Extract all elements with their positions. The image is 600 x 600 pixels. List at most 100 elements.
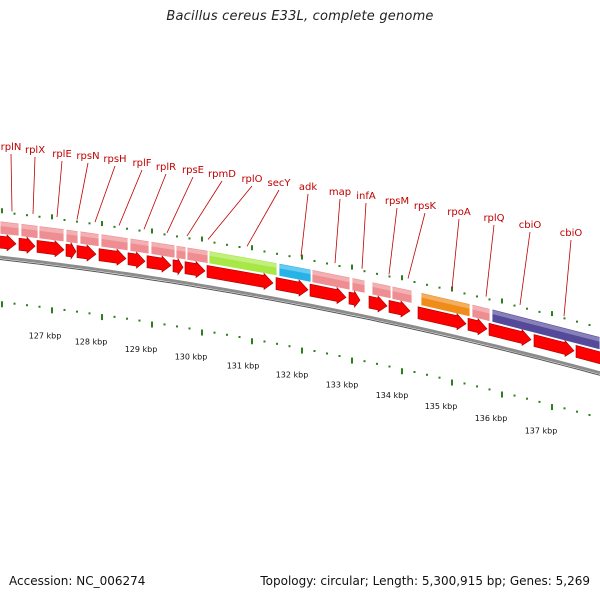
gene-label: rpsM xyxy=(385,196,409,207)
forward-gene xyxy=(150,240,176,259)
lower-tick-ring xyxy=(1,301,591,416)
reverse-gene-arrow xyxy=(98,248,127,266)
forward-gene xyxy=(175,244,187,261)
accession-text: Accession: NC_006274 xyxy=(9,574,146,588)
gene-label: infA xyxy=(356,191,376,202)
forward-gene xyxy=(391,285,413,304)
forward-gene-highlight xyxy=(187,248,208,256)
gene-label: rplE xyxy=(52,149,72,160)
forward-gene xyxy=(20,223,39,240)
forward-gene-highlight xyxy=(312,270,350,283)
gene-label: rplO xyxy=(241,174,262,185)
forward-gene-highlight xyxy=(279,264,311,275)
forward-gene xyxy=(278,262,312,283)
gene-label: rplX xyxy=(25,145,45,156)
reverse-strand-genes xyxy=(0,234,600,365)
label-leader xyxy=(451,218,460,289)
reverse-gene-arrow xyxy=(146,255,172,273)
gene-label: rpsE xyxy=(182,165,204,176)
gene-label: rpoA xyxy=(447,207,471,218)
reverse-gene-arrow xyxy=(368,295,388,313)
forward-gene-highlight xyxy=(492,310,600,342)
label-leader xyxy=(300,193,309,257)
reverse-gene-arrow xyxy=(275,277,309,297)
forward-gene-highlight xyxy=(352,278,365,286)
backbone-ring xyxy=(0,255,600,376)
scale-label: 132 kbp xyxy=(276,371,309,380)
gene-label: rpsH xyxy=(103,154,126,165)
reverse-gene-arrow xyxy=(18,236,36,254)
reverse-gene-arrow xyxy=(76,244,97,262)
reverse-gene-arrow xyxy=(533,334,575,358)
gene-label: cbiO xyxy=(560,228,583,239)
forward-gene xyxy=(129,237,150,255)
reverse-gene-arrow xyxy=(348,290,361,308)
forward-gene xyxy=(79,230,100,248)
reverse-gene-arrow xyxy=(388,300,411,318)
forward-gene-highlight xyxy=(21,224,38,231)
reverse-gene-arrow xyxy=(36,239,65,258)
forward-gene xyxy=(491,308,600,351)
label-leader xyxy=(186,180,223,237)
forward-gene xyxy=(471,303,491,323)
gene-label: rpsK xyxy=(414,201,437,212)
label-leader xyxy=(361,202,367,269)
forward-gene-highlight xyxy=(130,239,149,246)
label-leader xyxy=(388,207,398,275)
forward-gene xyxy=(208,250,278,277)
scale-label: 130 kbp xyxy=(175,353,208,362)
label-leader xyxy=(519,231,531,306)
forward-gene xyxy=(0,220,20,237)
scale-label: 137 kbp xyxy=(525,426,558,435)
reverse-gene-arrow xyxy=(488,322,532,347)
reverse-gene-arrow xyxy=(172,257,184,276)
backbone-shadow xyxy=(0,259,600,376)
reverse-gene-arrow xyxy=(417,306,467,331)
label-leader xyxy=(334,198,341,264)
gene-label: rplQ xyxy=(483,213,504,224)
scale-labels: 127 kbp 128 kbp 129 kbp 130 kbp 131 kbp 132 k… xyxy=(29,331,558,435)
gene-label: rplR xyxy=(156,162,176,173)
scale-label: 133 kbp xyxy=(326,381,359,390)
reverse-gene-arrow xyxy=(206,265,274,290)
scale-label: 134 kbp xyxy=(376,391,409,400)
forward-gene xyxy=(186,246,209,264)
reverse-gene-arrow xyxy=(127,251,146,269)
reverse-gene-arrow xyxy=(467,317,488,336)
backbone-arc xyxy=(0,255,600,375)
forward-gene xyxy=(420,291,471,318)
label-leader xyxy=(563,239,572,317)
scale-label: 131 kbp xyxy=(227,362,260,371)
label-leader xyxy=(246,189,280,247)
forward-gene-highlight xyxy=(101,234,128,243)
forward-gene-highlight xyxy=(176,246,186,252)
label-leader xyxy=(207,185,253,240)
forward-gene xyxy=(351,277,366,294)
forward-gene xyxy=(311,269,351,291)
forward-gene-highlight xyxy=(39,226,64,234)
gene-labels: rplN rplX rplE rpsN rpsH rplF rplR rpsE rpmD rplO… xyxy=(1,142,583,239)
label-leader-lines xyxy=(10,153,572,317)
forward-gene-highlight xyxy=(472,305,490,314)
forward-gene-highlight xyxy=(80,232,99,239)
label-leader xyxy=(56,160,63,218)
label-leader xyxy=(76,162,89,220)
forward-gene-highlight xyxy=(209,251,277,268)
forward-gene-highlight xyxy=(66,230,78,236)
label-leader xyxy=(118,169,143,226)
scale-label: 135 kbp xyxy=(425,402,458,411)
gene-label: rplF xyxy=(133,158,152,169)
forward-gene xyxy=(38,225,65,243)
gene-label: adk xyxy=(299,182,317,193)
reverse-gene-arrow xyxy=(65,241,77,260)
gene-label: rpsN xyxy=(76,151,99,162)
gene-label: map xyxy=(329,187,351,198)
forward-gene-highlight xyxy=(372,282,391,291)
forward-gene-highlight xyxy=(0,222,19,229)
forward-gene xyxy=(371,281,392,300)
label-leader xyxy=(166,176,194,233)
upper-tick-ring xyxy=(1,208,591,326)
genome-title: Bacillus cereus E33L, complete genome xyxy=(166,9,434,24)
label-leader xyxy=(143,173,167,230)
